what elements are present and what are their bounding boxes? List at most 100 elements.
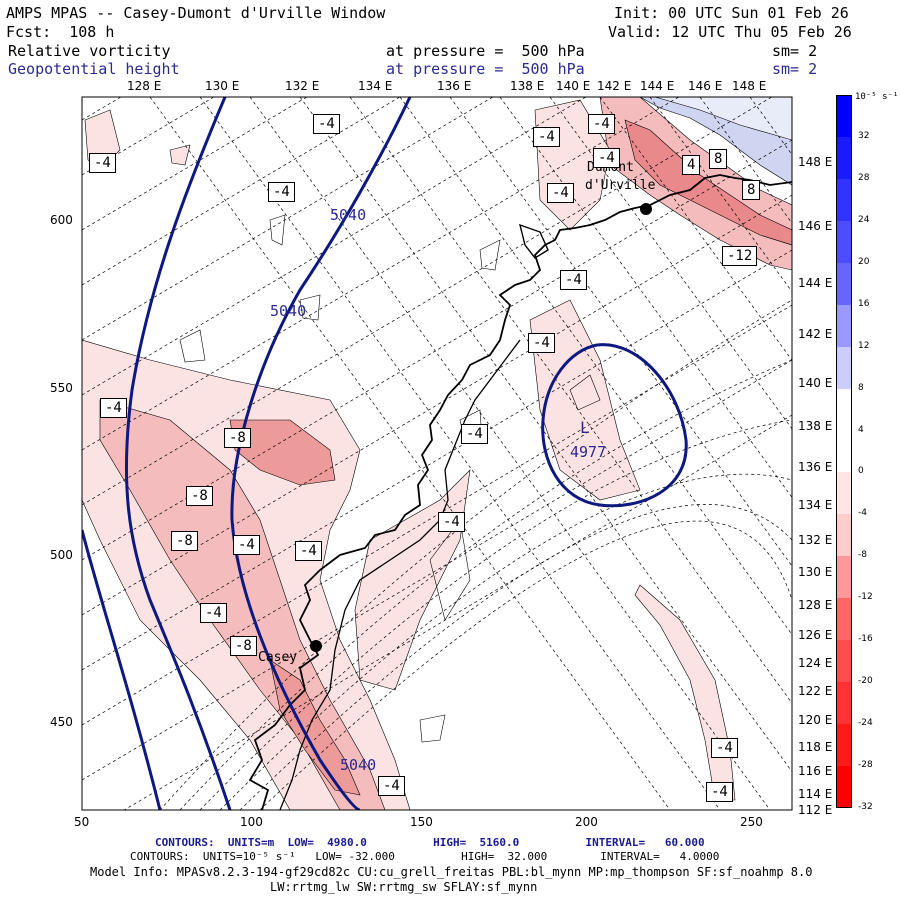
right-grid-label: 138 E	[798, 419, 833, 433]
right-grid-label: 142 E	[798, 327, 833, 341]
vorticity-contour-label: -8	[186, 486, 213, 506]
right-grid-label: 112 E	[798, 803, 833, 817]
vorticity-contour-label: 4	[682, 155, 701, 175]
right-grid-label: 128 E	[798, 598, 833, 612]
durville-label: d'Urville	[585, 178, 656, 193]
field2-level: at pressure = 500 hPa	[386, 60, 585, 78]
x-tick-label: 50	[74, 815, 90, 829]
colorbar-label: 16	[858, 298, 870, 309]
colorbar-segment	[836, 682, 852, 725]
height-label-5040-c: 5040	[340, 756, 377, 774]
longitude-label: 146 E	[688, 79, 723, 93]
y-tick-label: 450	[50, 715, 73, 729]
right-grid-label: 146 E	[798, 219, 833, 233]
map-frame	[81, 96, 793, 811]
colorbar-segment	[836, 346, 852, 389]
casey-label: Casey	[258, 650, 298, 665]
colorbar-label: -32	[858, 802, 873, 812]
colorbar-segment	[836, 178, 852, 221]
y-tick-label: 600	[50, 213, 73, 227]
height-label-5040-a: 5040	[330, 206, 367, 224]
x-tick-label: 250	[740, 815, 763, 829]
vorticity-contour-label: -4	[268, 182, 295, 202]
forecast-hour: Fcst: 108 h	[6, 23, 115, 41]
vorticity-contour-label: -4	[200, 603, 227, 623]
vorticity-contour-label: -8	[230, 636, 257, 656]
field1-level: at pressure = 500 hPa	[386, 42, 585, 60]
longitude-label: 142 E	[597, 79, 632, 93]
vorticity-contour-label: -4	[533, 127, 560, 147]
colorbar-segment	[836, 388, 852, 431]
colorbar-label: -20	[858, 676, 873, 687]
vorticity-contour-label: -4	[588, 114, 615, 134]
right-grid-label: 126 E	[798, 628, 833, 642]
colorbar-segment	[836, 598, 852, 641]
footer-vorticity-contours: CONTOURS: UNITS=10⁻⁵ s⁻¹ LOW= -32.000 HI…	[130, 850, 720, 863]
footer-model-info-2: LW:rrtmg_lw SW:rrtmg_sw SFLAY:sf_mynn	[270, 880, 538, 894]
right-grid-label: 130 E	[798, 565, 833, 579]
coastline	[248, 174, 792, 810]
right-grid-label: 118 E	[798, 740, 833, 754]
vorticity-contour-label: -4	[313, 114, 340, 134]
casey-station-marker	[310, 640, 322, 652]
colorbar-label: 8	[858, 382, 864, 393]
colorbar-segment	[836, 430, 852, 473]
longitude-label: 144 E	[640, 79, 675, 93]
vorticity-contour-label: -4	[706, 782, 733, 802]
colorbar-label: 12	[858, 340, 870, 351]
vorticity-contour-label: -4	[100, 398, 127, 418]
dumont-station-marker	[640, 203, 652, 215]
vorticity-contour-label: -4	[461, 424, 488, 444]
right-grid-label: 148 E	[798, 155, 833, 169]
right-grid-label: 144 E	[798, 276, 833, 290]
colorbar-label: -8	[858, 550, 867, 561]
colorbar-label: 20	[858, 256, 870, 267]
vorticity-contour-label: -4	[378, 776, 405, 796]
colorbar-label: 24	[858, 214, 870, 225]
vorticity-contour-label: -4	[89, 153, 116, 173]
vorticity-contour-label: -4	[547, 183, 574, 203]
height-contour-5040	[230, 97, 412, 810]
right-grid-label: 132 E	[798, 533, 833, 547]
vorticity-contour-label: -4	[711, 738, 738, 758]
longitude-label: 138 E	[510, 79, 545, 93]
colorbar-segment	[836, 95, 852, 137]
right-grid-label: 114 E	[798, 787, 833, 801]
vorticity-contour-label: -8	[224, 428, 251, 448]
field1-smoothing: sm= 2	[772, 42, 818, 60]
colorbar-label: -12	[858, 592, 873, 603]
vorticity-contour-label: -4	[528, 333, 555, 353]
longitude-label: 132 E	[285, 79, 320, 93]
colorbar-label: -28	[858, 760, 873, 771]
colorbar-segment	[836, 136, 852, 179]
field2-smoothing: sm= 2	[772, 60, 818, 78]
right-grid-label: 140 E	[798, 376, 833, 390]
colorbar-frame	[836, 95, 852, 808]
vorticity-contour-label: -4	[295, 541, 322, 561]
height-contour-west	[124, 97, 232, 810]
colorbar-segment	[836, 514, 852, 557]
colorbar-label: 4	[858, 424, 864, 435]
longitude-label: 136 E	[437, 79, 472, 93]
colorbar-segment	[836, 304, 852, 347]
footer-model-info: Model Info: MPASv8.2.3-194-gf29cd82c CU:…	[90, 865, 813, 879]
colorbar-label: -24	[858, 718, 873, 729]
negative-vorticity-central	[529, 299, 641, 501]
figure-title: AMPS MPAS -- Casey-Dumont d'Urville Wind…	[6, 4, 386, 22]
right-grid-label: 120 E	[798, 713, 833, 727]
longitude-label: 130 E	[205, 79, 240, 93]
vorticity-contour-label: -12	[722, 246, 758, 266]
colorbar-segment	[836, 724, 852, 767]
colorbar-segment	[836, 766, 852, 808]
colorbar-segment	[836, 556, 852, 599]
colorbar-unit: 10⁻⁵ s⁻¹	[855, 92, 899, 102]
vorticity-contour-label: -4	[593, 148, 620, 168]
x-tick-label: 200	[575, 815, 598, 829]
colorbar-segment	[836, 472, 852, 515]
vorticity-contour-label: -4	[438, 512, 465, 532]
x-tick-label: 150	[410, 815, 433, 829]
height-label-5040-b: 5040	[270, 302, 307, 320]
footer-height-contours: CONTOURS: UNITS=m LOW= 4980.0 HIGH= 5160…	[155, 836, 705, 849]
